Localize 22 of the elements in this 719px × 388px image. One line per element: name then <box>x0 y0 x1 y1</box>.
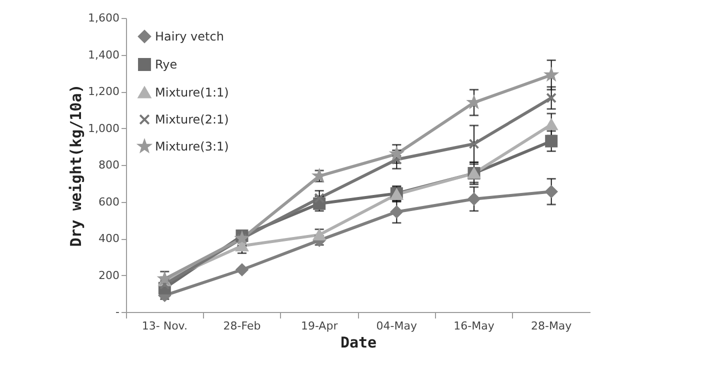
x-tick-label: 19-Apr <box>300 320 338 332</box>
y-axis-title: Dry weight(kg/10a) <box>67 84 86 247</box>
x-tick-label: 04-May <box>376 320 418 332</box>
x-axis-title: Date <box>340 334 377 352</box>
y-tick-label: 1,200 <box>88 85 120 98</box>
legend-label: Mixture(3:1) <box>155 140 229 154</box>
x-tick-label: 28-Feb <box>223 320 261 332</box>
x-tick-label: 16-May <box>454 320 495 332</box>
y-tick-label: 400 <box>98 232 120 245</box>
x-tick-label: 13- Nov. <box>142 320 188 332</box>
y-tick-label: 1,000 <box>88 122 120 135</box>
y-tick-label: 800 <box>98 158 120 172</box>
y-tick-label: 1,400 <box>88 48 120 62</box>
x-tick-label: 28-May <box>530 320 572 332</box>
y-tick-label: - <box>116 306 120 318</box>
y-tick-label: 200 <box>98 268 120 282</box>
legend-label: Mixture(1:1) <box>155 86 229 100</box>
legend-label: Mixture(2:1) <box>155 112 229 126</box>
y-tick-label: 600 <box>98 195 120 208</box>
legend-label: Hairy vetch <box>155 30 224 44</box>
y-tick-label: 1,600 <box>88 12 120 24</box>
legend-label: Rye <box>155 58 178 72</box>
